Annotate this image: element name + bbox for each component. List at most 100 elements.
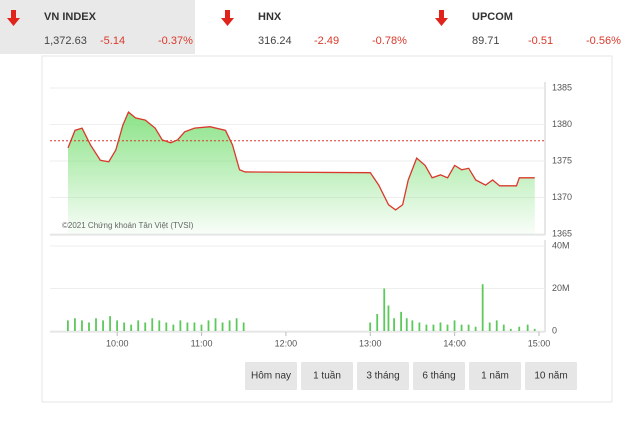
x-tick-label: 13:00	[359, 338, 382, 348]
volume-bar	[186, 322, 189, 331]
volume-bar	[109, 316, 111, 331]
range-button[interactable]	[413, 362, 465, 390]
down-arrow	[7, 10, 20, 26]
volume-bar	[467, 324, 470, 331]
button-label: Hôm nay	[251, 371, 291, 382]
y-tick-label: 1375	[552, 155, 572, 165]
volume-bar	[81, 320, 83, 331]
index-change: -0.51	[528, 35, 553, 47]
range-button[interactable]	[525, 362, 577, 390]
volume-bar	[376, 314, 379, 331]
x-tick-label: 11:00	[191, 338, 213, 348]
x-tick-label: 15:00	[528, 338, 551, 348]
price-line	[67, 111, 535, 211]
volume-bar	[439, 322, 442, 331]
active-tab[interactable]	[0, 0, 195, 54]
down-arrow	[221, 10, 234, 26]
x-tick-label: 10:00	[106, 338, 129, 348]
index-percent: -0.56%	[586, 35, 621, 47]
volume-bar	[383, 288, 386, 331]
volume-bar	[460, 324, 463, 331]
index-change: -5.14	[100, 35, 125, 47]
volume-bar	[418, 322, 421, 331]
volume-bar	[488, 322, 491, 331]
volume-bar	[74, 318, 76, 331]
volume-bar	[446, 324, 449, 331]
volume-bar	[144, 322, 147, 331]
button-label: 1 tuần	[313, 370, 341, 382]
button-label: 1 năm	[481, 371, 509, 382]
volume-bar	[453, 320, 456, 331]
volume-bar	[67, 320, 69, 331]
area	[68, 112, 535, 234]
index-percent: -0.37%	[158, 35, 193, 47]
volume-bar	[214, 318, 217, 331]
range-button[interactable]	[245, 362, 297, 390]
volume-bar	[432, 324, 435, 331]
volume-bar	[518, 326, 521, 331]
y-tick-label: 1380	[552, 119, 572, 129]
index-percent: -0.78%	[372, 35, 407, 47]
volume-bar	[502, 324, 505, 331]
index-value: 89.71	[472, 35, 500, 47]
button-label: 3 tháng	[366, 371, 399, 382]
volume-bar	[221, 322, 224, 331]
volume-bar	[179, 320, 182, 331]
volume-bar	[95, 318, 97, 331]
volume-bar	[235, 318, 238, 331]
range-button[interactable]	[469, 362, 521, 390]
volume-bar	[495, 320, 498, 331]
range-button[interactable]	[301, 362, 353, 390]
down-arrow	[435, 10, 448, 26]
volume-bar	[425, 324, 428, 331]
y-tick-label: 40M	[552, 240, 570, 250]
volume-bar	[393, 318, 395, 331]
button-label: 6 tháng	[422, 371, 455, 382]
volume-bar	[400, 311, 403, 331]
volume-bar	[509, 328, 512, 331]
x-tick-label: 12:00	[275, 338, 298, 348]
volume-bar	[411, 320, 414, 331]
y-tick-label: 0	[552, 325, 557, 335]
volume-bar	[88, 322, 90, 331]
index-value: 316.24	[258, 35, 292, 47]
volume-bar	[130, 324, 133, 331]
volume-bar	[165, 322, 168, 331]
volume-bar	[369, 322, 372, 331]
volume-bar	[102, 320, 104, 331]
frame	[41, 55, 613, 403]
y-tick-label: 1370	[552, 192, 572, 202]
volume-bar	[158, 320, 161, 331]
y-tick-label: 20M	[552, 283, 570, 293]
y-tick-label: 1385	[552, 82, 572, 92]
volume-bar	[242, 322, 245, 331]
volume-bar	[474, 326, 477, 331]
volume-bar	[228, 320, 231, 331]
range-button[interactable]	[357, 362, 409, 390]
volume-bar	[387, 305, 390, 331]
volume-bar	[405, 318, 408, 331]
index-value: 1,372.63	[44, 35, 87, 47]
y-tick-label: 1365	[552, 228, 572, 238]
button-label: 10 năm	[534, 371, 567, 382]
index-name: VN INDEX	[44, 11, 97, 23]
volume-bar	[137, 320, 140, 331]
index-name: HNX	[258, 11, 282, 23]
volume-bar	[172, 324, 175, 331]
volume-bar	[116, 320, 119, 331]
volume-bar	[207, 320, 210, 331]
volume-bar	[526, 324, 529, 331]
volume-bar	[151, 318, 154, 331]
volume-bar	[193, 322, 196, 331]
volume-bar	[200, 324, 203, 331]
volume-bar	[533, 328, 536, 331]
volume-bar	[481, 284, 484, 331]
volume-bar	[123, 322, 126, 331]
watermark: ©2021 Chứng khoán Tân Việt (TVSI)	[62, 221, 194, 230]
index-change: -2.49	[314, 35, 339, 47]
index-name: UPCOM	[472, 11, 513, 23]
x-tick-label: 14:00	[443, 338, 466, 348]
